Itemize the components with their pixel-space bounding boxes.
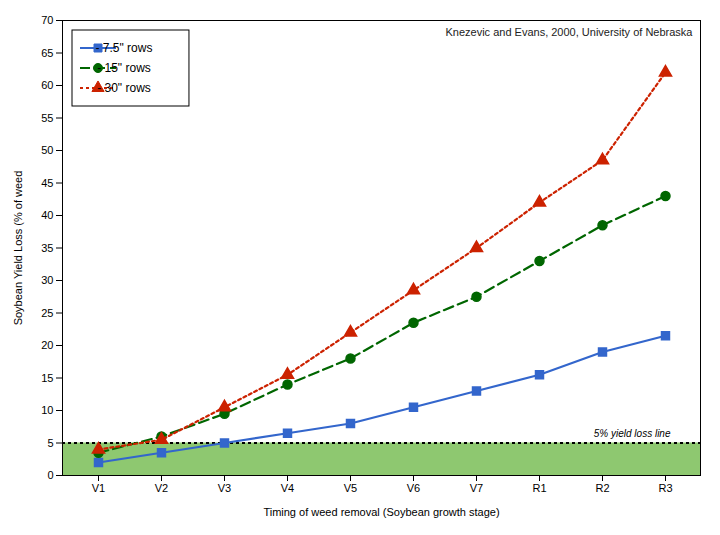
svg-text:- 30" rows: - 30" rows	[97, 81, 151, 95]
svg-text:10: 10	[41, 404, 53, 416]
svg-text:V5: V5	[344, 482, 357, 494]
svg-text:50: 50	[41, 144, 53, 156]
svg-text:5: 5	[47, 437, 53, 449]
svg-text:V1: V1	[92, 482, 105, 494]
svg-text:15: 15	[41, 372, 53, 384]
svg-text:V7: V7	[470, 482, 483, 494]
svg-text:V6: V6	[407, 482, 420, 494]
svg-text:V3: V3	[218, 482, 231, 494]
svg-text:V4: V4	[281, 482, 294, 494]
svg-text:40: 40	[41, 209, 53, 221]
svg-text:V2: V2	[155, 482, 168, 494]
svg-text:45: 45	[41, 177, 53, 189]
svg-text:35: 35	[41, 242, 53, 254]
svg-text:5% yield loss line: 5% yield loss line	[594, 428, 671, 439]
svg-text:Knezevic and Evans, 2000, Univ: Knezevic and Evans, 2000, University of …	[445, 26, 693, 38]
svg-text:R2: R2	[595, 482, 609, 494]
svg-text:- 7.5" rows: - 7.5" rows	[96, 41, 153, 55]
svg-text:R1: R1	[532, 482, 546, 494]
svg-text:20: 20	[41, 339, 53, 351]
svg-text:55: 55	[41, 112, 53, 124]
svg-text:Soybean Yield Loss (% of weed: Soybean Yield Loss (% of weed	[12, 171, 24, 326]
svg-text:70: 70	[41, 14, 53, 26]
svg-text:R3: R3	[658, 482, 672, 494]
svg-text:65: 65	[41, 47, 53, 59]
svg-text:- 15" rows: - 15" rows	[97, 61, 151, 75]
svg-text:30: 30	[41, 274, 53, 286]
svg-text:25: 25	[41, 307, 53, 319]
svg-text:0: 0	[47, 469, 53, 481]
svg-text:Timing of weed removal (Soybea: Timing of weed removal (Soybean growth s…	[263, 506, 499, 518]
svg-text:60: 60	[41, 79, 53, 91]
